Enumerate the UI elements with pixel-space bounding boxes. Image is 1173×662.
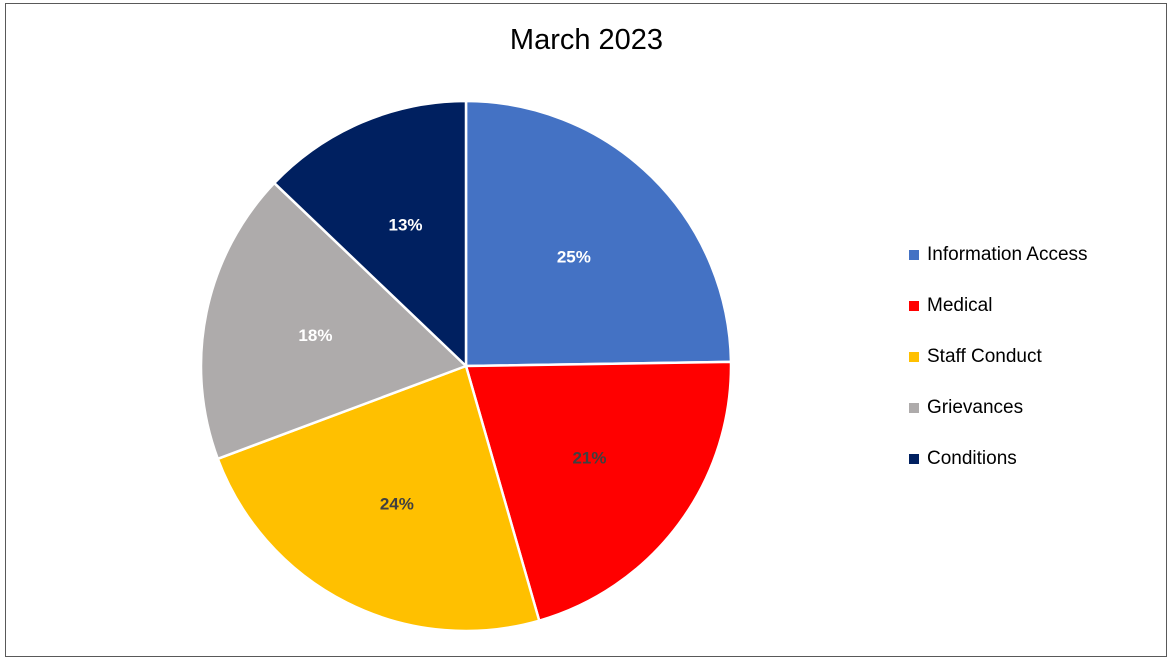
legend-swatch [909,249,919,260]
pie-slices [199,99,733,633]
pie-slice-staff-conduct [216,364,541,633]
chart-title: March 2023 [509,24,664,56]
data-label-information-access: 25% [557,247,591,266]
legend-label: Staff Conduct [927,345,1042,367]
chart-legend: Information Access Medical Staff Conduct Gr… [909,229,1159,484]
data-label-staff-conduct: 24% [380,494,414,513]
legend-label: Grievances [927,396,1024,418]
legend-label: Information Access [927,243,1088,265]
pie-slice-grievances [199,181,468,461]
legend-item: Staff Conduct [909,331,1159,382]
pie-slice-conditions [273,99,468,368]
data-label-medical: 21% [572,448,606,467]
legend-item: Information Access [909,229,1159,280]
legend-item: Grievances [909,382,1159,433]
pie-labels: 25% 21% 24% 18% 13% [298,216,606,514]
legend-swatch [909,300,919,311]
legend-item: Conditions [909,433,1159,484]
data-label-conditions: 13% [389,216,423,235]
legend-label: Medical [927,294,993,316]
legend-label: Conditions [927,447,1017,469]
pie-slice-medical [464,360,733,622]
legend-item: Medical [909,280,1159,331]
legend-swatch [909,351,919,362]
pie-slice-information-access [464,99,733,368]
legend-swatch [909,453,919,464]
data-label-grievances: 18% [298,326,332,345]
legend-swatch [909,402,919,413]
